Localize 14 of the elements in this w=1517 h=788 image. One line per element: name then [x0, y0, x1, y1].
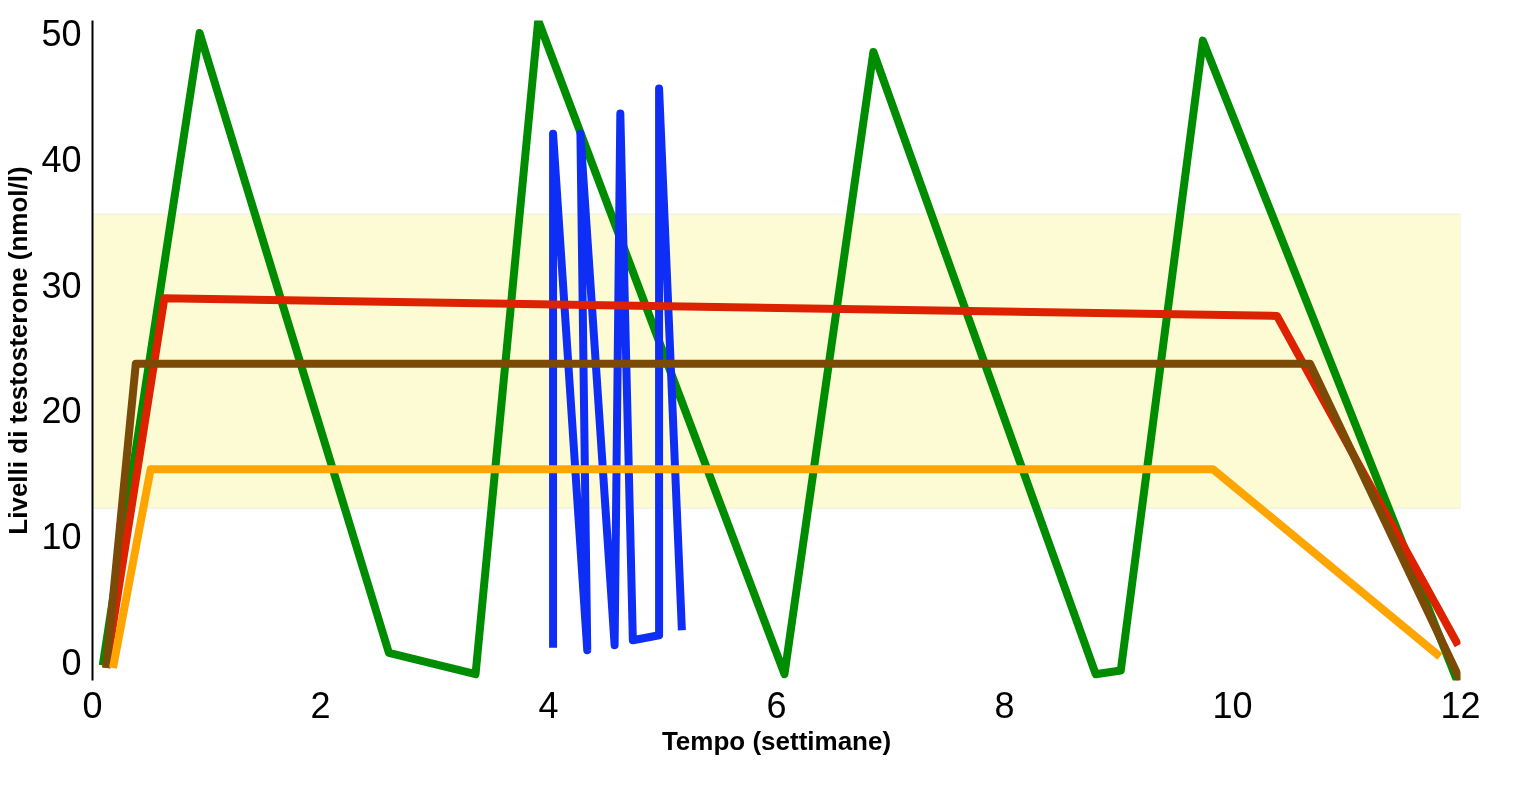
x-tick-label: 2 [310, 684, 331, 726]
x-tick-label: 4 [538, 684, 559, 726]
x-tick-label: 10 [1212, 684, 1253, 726]
y-tick-label: 0 [61, 641, 82, 683]
y-tick-label: 10 [41, 515, 82, 557]
y-tick-label: 20 [41, 390, 82, 432]
x-tick-label: 12 [1440, 684, 1481, 726]
x-tick-label: 8 [994, 684, 1015, 726]
y-tick-label: 50 [41, 13, 82, 55]
y-axis-title: Livelli di testosterone (nmol/l) [3, 166, 34, 535]
y-tick-label: 30 [41, 264, 82, 306]
x-axis-title: Tempo (settimane) [661, 725, 892, 756]
x-tick-label: 6 [766, 684, 787, 726]
y-tick-label: 40 [41, 138, 82, 180]
